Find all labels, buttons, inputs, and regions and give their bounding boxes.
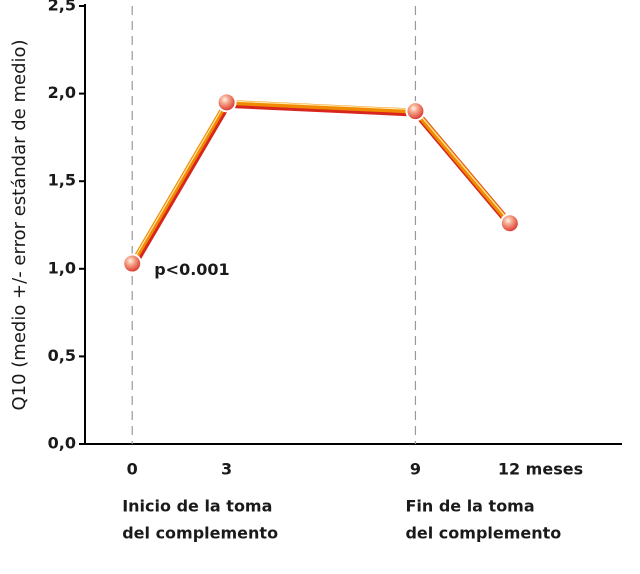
y-tick-label: 2,5 — [48, 0, 76, 15]
y-axis-title: Q10 (medio +/- error estándar de medio) — [9, 39, 30, 410]
x-tick-label: 12 meses — [498, 460, 583, 479]
point — [405, 101, 426, 122]
phase-label: Fin de la toma — [405, 497, 534, 516]
x-tick-label: 0 — [127, 460, 138, 479]
y-tick-label: 0,5 — [48, 346, 76, 365]
point — [122, 253, 143, 274]
phase-label: del complemento — [122, 524, 278, 543]
line — [130, 99, 512, 265]
annotation: p<0.001 — [154, 260, 229, 279]
x-tick-label: 3 — [221, 460, 232, 479]
phase-label: del complemento — [405, 524, 561, 543]
y-tick-label: 1,0 — [48, 258, 76, 277]
phase-label: Inicio de la toma — [122, 497, 272, 516]
y-tick-label: 0,0 — [48, 434, 76, 453]
point — [216, 92, 237, 113]
point — [499, 213, 520, 234]
x-tick-label: 9 — [410, 460, 421, 479]
line-highlight — [131, 100, 511, 263]
y-tick-label: 2,0 — [48, 83, 76, 102]
y-tick-label: 1,5 — [48, 171, 76, 190]
line-shadow — [130, 100, 514, 268]
